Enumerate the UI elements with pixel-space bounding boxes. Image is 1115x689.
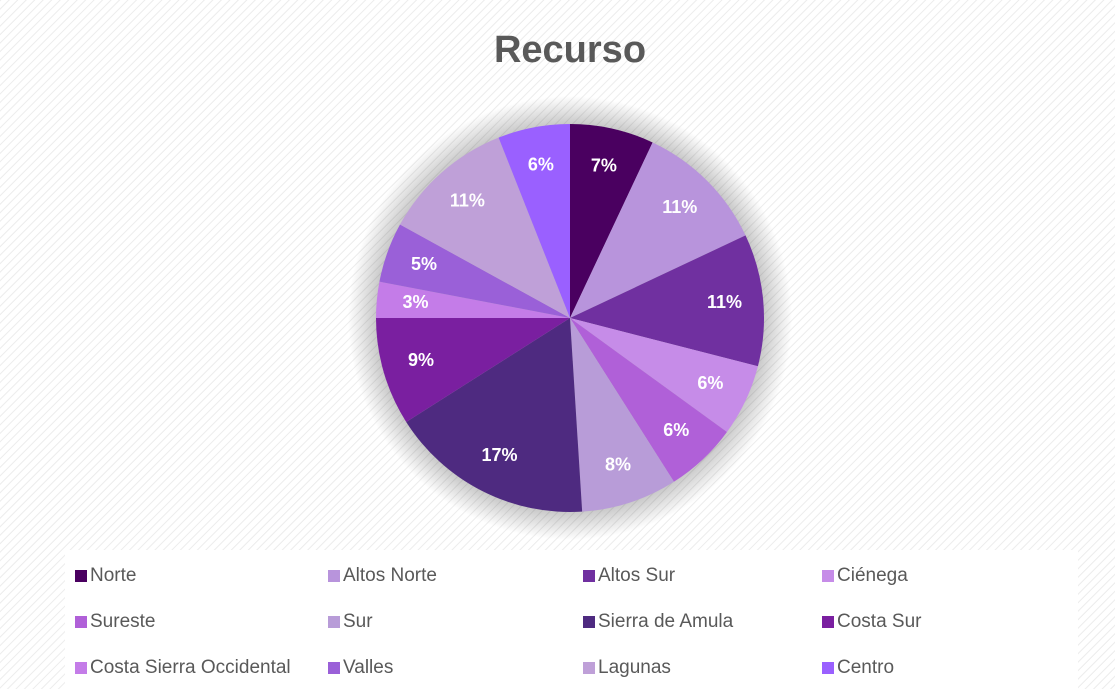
- legend-label: Altos Sur: [598, 565, 676, 586]
- legend-swatch: [328, 570, 340, 582]
- pie-slice: [376, 318, 570, 422]
- legend-label: Altos Norte: [343, 565, 437, 586]
- legend-label: Norte: [90, 565, 136, 586]
- legend-label: Centro: [837, 657, 894, 678]
- legend-swatch: [583, 662, 595, 674]
- legend-label: Lagunas: [598, 657, 671, 678]
- legend-swatch: [75, 662, 87, 674]
- legend-label: Sierra de Amula: [598, 611, 734, 632]
- data-label: 11%: [662, 197, 697, 217]
- legend-swatch: [822, 570, 834, 582]
- legend-label: Ciénega: [837, 565, 908, 586]
- data-label: 3%: [402, 292, 428, 312]
- data-label: 11%: [707, 292, 742, 312]
- data-label: 6%: [663, 420, 689, 440]
- pie-slice: [379, 224, 570, 318]
- legend-label: Costa Sur: [837, 611, 922, 632]
- data-label: 9%: [408, 350, 434, 370]
- pie-slice: [498, 124, 570, 318]
- data-label: 6%: [697, 373, 723, 393]
- legend-swatch: [75, 570, 87, 582]
- pie-slice: [570, 235, 764, 367]
- legend-label: Sureste: [90, 611, 155, 632]
- legend-swatch: [328, 616, 340, 628]
- data-label: 17%: [482, 445, 518, 465]
- data-label: 8%: [605, 454, 631, 474]
- legend-swatch: [822, 616, 834, 628]
- pie-slice: [570, 142, 746, 318]
- legend-label: Valles: [343, 657, 393, 678]
- pie-slice: [376, 281, 570, 318]
- data-label: 6%: [528, 154, 554, 174]
- pie-slice: [570, 318, 727, 482]
- pie-slice: [570, 318, 674, 512]
- data-label: 11%: [450, 190, 485, 210]
- legend-swatch: [822, 662, 834, 674]
- pie-slice: [406, 318, 583, 512]
- chart-title: Recurso: [494, 29, 646, 71]
- legend-swatch: [328, 662, 340, 674]
- legend-box: [65, 550, 1078, 689]
- pie-slice: [570, 318, 758, 433]
- data-label: 7%: [591, 155, 617, 175]
- legend-label: Costa Sierra Occidental: [90, 657, 291, 678]
- pie-slice: [570, 124, 653, 318]
- legend-swatch: [583, 616, 595, 628]
- legend-label: Sur: [343, 611, 373, 632]
- legend-swatch: [75, 616, 87, 628]
- legend-swatch: [583, 570, 595, 582]
- pie-slice: [399, 137, 570, 318]
- data-label: 5%: [411, 254, 437, 274]
